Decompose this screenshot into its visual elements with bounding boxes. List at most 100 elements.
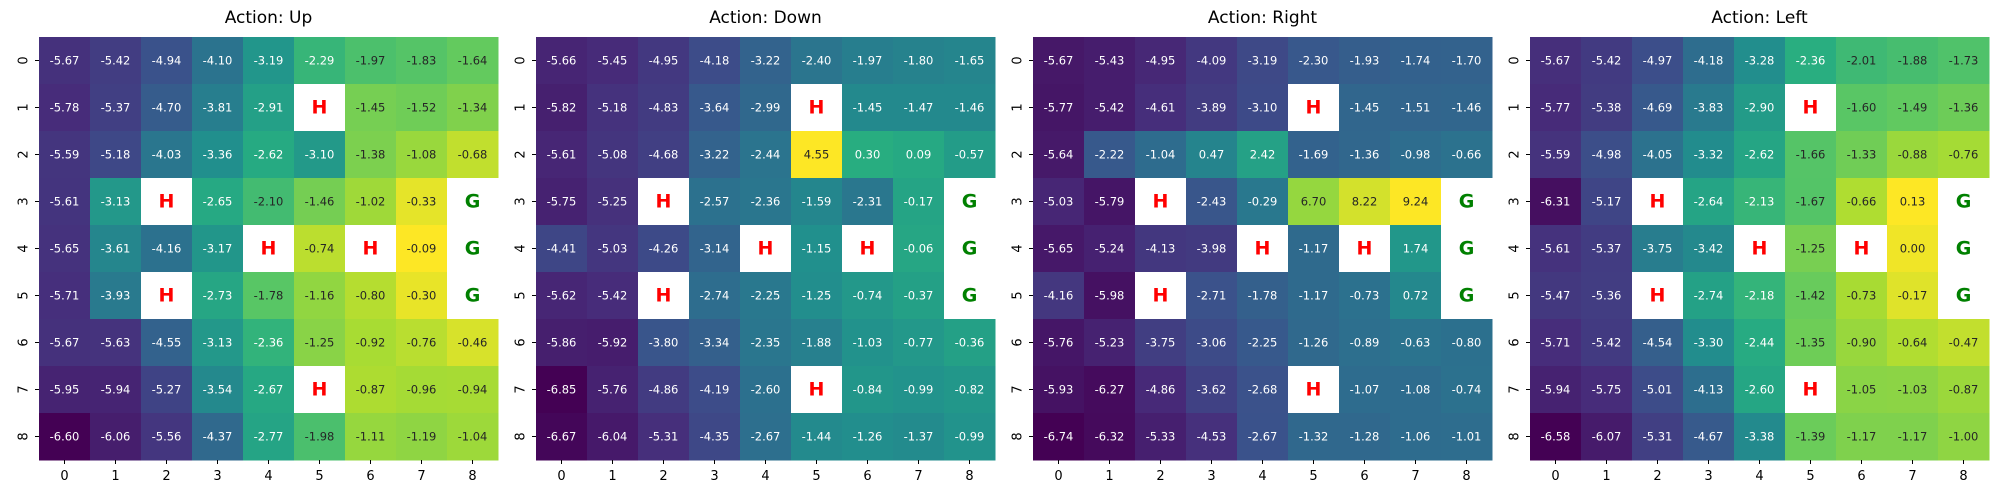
- cell-value-label: -5.77: [1541, 101, 1571, 115]
- cell-value-label: 0.13: [1900, 195, 1926, 209]
- cell-value-label: -5.25: [598, 195, 628, 209]
- y-tick-label: 2: [1011, 150, 1026, 158]
- heatmap-cell: [1683, 131, 1735, 179]
- cell-value-label: -0.37: [904, 289, 934, 303]
- cell-value-label: -2.68: [1248, 383, 1278, 397]
- cell-value-label: -5.67: [50, 336, 80, 350]
- heatmap-cell: [791, 272, 843, 320]
- cell-value-label: -2.44: [751, 148, 781, 162]
- cell-value-label: -0.82: [955, 383, 985, 397]
- x-tick-label: 2: [1653, 469, 1661, 484]
- heatmap-cell: [1683, 84, 1735, 132]
- heatmap-cell: [1734, 37, 1786, 85]
- hole-label: H: [1803, 97, 1819, 119]
- heatmap-cell: [1836, 413, 1888, 461]
- cell-value-label: -0.09: [407, 242, 437, 256]
- x-tick-label: 3: [710, 469, 718, 484]
- cell-value-label: -0.57: [955, 148, 985, 162]
- y-tick-label: 8: [1508, 432, 1523, 440]
- cell-value-label: -5.77: [1044, 101, 1074, 115]
- heatmap-cell: [1938, 366, 1990, 414]
- cell-value-label: -0.80: [356, 289, 386, 303]
- goal-label: G: [962, 191, 978, 213]
- cell-value-label: -1.16: [305, 289, 335, 303]
- goal-label: G: [1459, 285, 1475, 307]
- y-tick-label: 8: [17, 432, 32, 440]
- heatmap-cell: [1339, 178, 1391, 226]
- cell-value-label: -0.17: [1898, 289, 1928, 303]
- cell-value-label: -1.78: [254, 289, 284, 303]
- heatmap-cell: [587, 37, 639, 85]
- cell-value-label: -5.66: [547, 54, 577, 68]
- cell-value-label: -5.45: [598, 54, 628, 68]
- heatmap-cell: [1887, 84, 1939, 132]
- heatmap-cell: [740, 272, 792, 320]
- y-tick-label: 6: [17, 338, 32, 346]
- heatmap-cell: [294, 84, 346, 132]
- heatmap-cell: [1237, 131, 1289, 179]
- heatmap-cell: [243, 272, 295, 320]
- heatmap-cell: [1581, 178, 1633, 226]
- heatmap-cell: [1288, 131, 1340, 179]
- heatmap-cell: [842, 272, 894, 320]
- heatmap-cell: [1390, 319, 1442, 367]
- heatmap-cell: [1785, 178, 1837, 226]
- cell-value-label: -2.67: [254, 383, 284, 397]
- cell-value-label: -2.01: [1847, 54, 1877, 68]
- heatmap-cell: [1135, 413, 1187, 461]
- cell-value-label: -2.36: [254, 336, 284, 350]
- cell-value-label: -5.65: [1044, 242, 1074, 256]
- cell-value-label: -1.17: [1898, 430, 1928, 444]
- cell-value-label: -1.64: [458, 54, 488, 68]
- cell-value-label: -1.04: [1146, 148, 1176, 162]
- cell-value-label: -2.65: [203, 195, 233, 209]
- x-tick-label: 6: [1360, 469, 1368, 484]
- heatmap-cell: [944, 37, 996, 85]
- heatmap-cell: [944, 272, 996, 320]
- cell-value-label: -1.46: [955, 101, 985, 115]
- heatmap-cell: [1683, 366, 1735, 414]
- cell-value-label: -3.75: [1146, 336, 1176, 350]
- heatmap-cell: [243, 225, 295, 273]
- heatmap-cell: [294, 319, 346, 367]
- cell-value-label: -2.73: [203, 289, 233, 303]
- heatmap-cell: [1135, 84, 1187, 132]
- cell-value-label: -3.28: [1745, 54, 1775, 68]
- cell-value-label: -4.18: [1694, 54, 1724, 68]
- heatmap-cell: [294, 272, 346, 320]
- x-tick-label: 7: [914, 469, 922, 484]
- heatmap-cell: [944, 366, 996, 414]
- chart-title: Action: Down: [709, 8, 822, 28]
- hole-label: H: [1854, 238, 1870, 260]
- heatmap-cell: [1734, 84, 1786, 132]
- x-tick-label: 3: [1207, 469, 1215, 484]
- heatmap-cell: [536, 225, 588, 273]
- heatmap-cell: [638, 37, 690, 85]
- heatmap-cell: [1237, 366, 1289, 414]
- heatmap-cell: [1632, 84, 1684, 132]
- cell-value-label: -3.22: [751, 54, 781, 68]
- heatmap-cell: [536, 178, 588, 226]
- heatmap-cell: [842, 366, 894, 414]
- x-tick-label: 8: [965, 469, 973, 484]
- y-tick-label: 1: [1011, 103, 1026, 111]
- heatmap-cell: [1084, 413, 1136, 461]
- cell-value-label: -0.73: [1847, 289, 1877, 303]
- cell-value-label: -1.59: [802, 195, 832, 209]
- cell-value-label: -3.10: [305, 148, 335, 162]
- cell-value-label: -1.17: [1847, 430, 1877, 444]
- heatmap-cell: [536, 131, 588, 179]
- cell-value-label: -0.90: [1847, 336, 1877, 350]
- y-tick-label: 7: [1508, 385, 1523, 393]
- heatmap-cell: [141, 319, 193, 367]
- heatmap-cell: [141, 366, 193, 414]
- heatmap-cell: [893, 366, 945, 414]
- heatmap-cell: [1339, 272, 1391, 320]
- cell-value-label: 0.47: [1199, 148, 1225, 162]
- goal-label: G: [465, 238, 481, 260]
- cell-value-label: -0.46: [458, 336, 488, 350]
- cell-value-label: -6.27: [1095, 383, 1125, 397]
- cell-value-label: -3.81: [203, 101, 233, 115]
- y-tick-label: 3: [1011, 197, 1026, 205]
- cell-value-label: -5.38: [1592, 101, 1622, 115]
